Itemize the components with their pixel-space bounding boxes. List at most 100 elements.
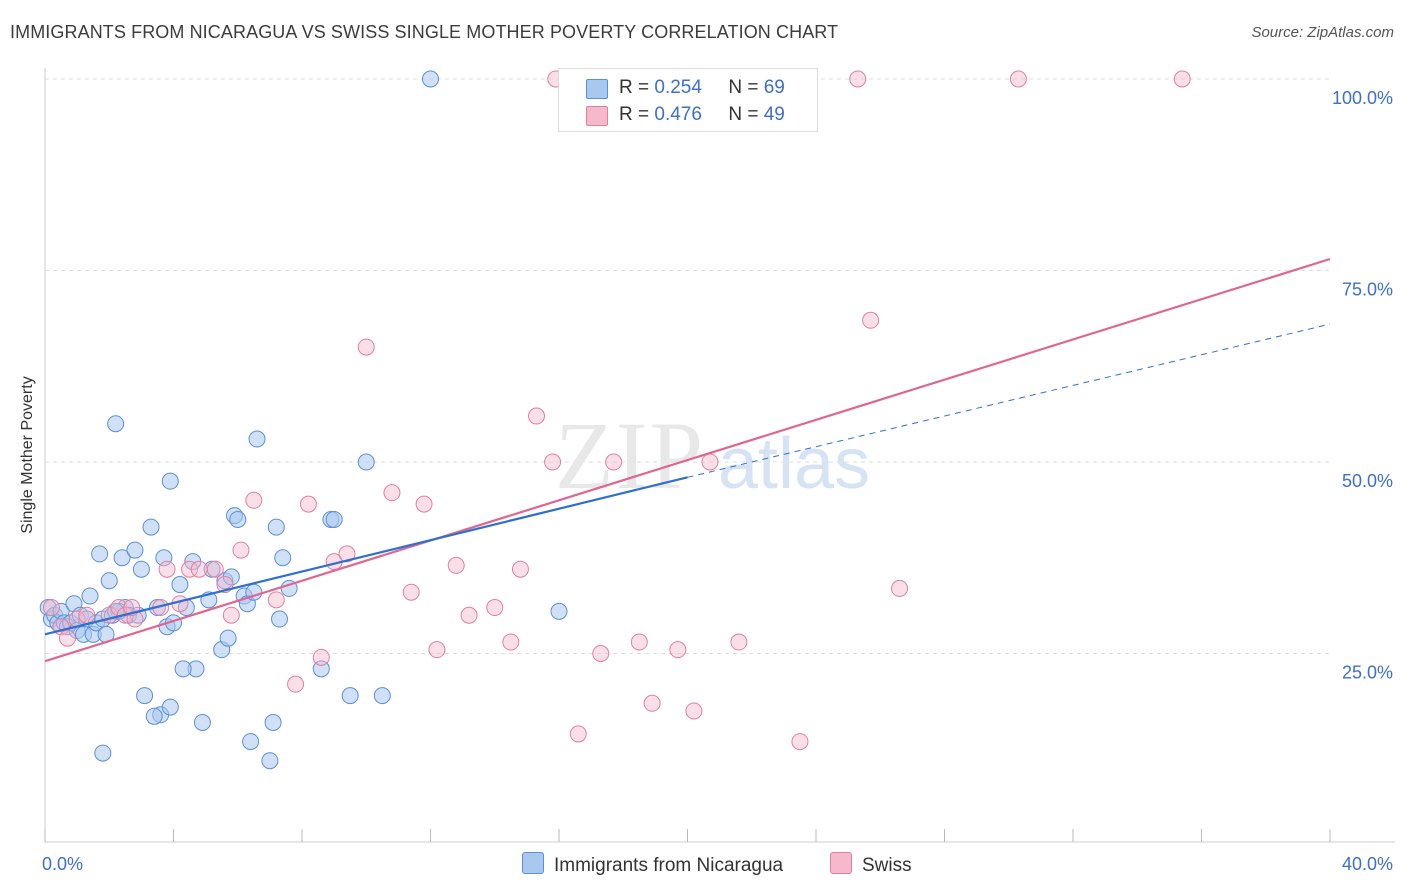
y-tick-label: 25.0% xyxy=(1342,663,1393,683)
data-point-nicaragua xyxy=(267,518,285,536)
legend-n-label: N = xyxy=(728,77,759,98)
legend-swatch-swiss xyxy=(586,106,608,126)
data-point-nicaragua xyxy=(373,687,391,705)
data-point-nicaragua xyxy=(422,70,439,88)
trendline-nicaragua xyxy=(44,476,688,636)
legend-r-value: 0.254 xyxy=(654,77,702,98)
data-point-nicaragua xyxy=(193,713,211,731)
bottom-legend-nicaragua: Immigrants from Nicaragua xyxy=(522,852,783,877)
data-point-swiss xyxy=(428,641,446,659)
trendline-nicaragua-extension xyxy=(687,323,1331,478)
data-point-nicaragua xyxy=(113,549,131,567)
data-point-nicaragua xyxy=(341,687,359,705)
series-nicaragua-points xyxy=(39,70,568,770)
tick-labels: 25.0% 50.0% 75.0% 100.0% 0.0% 40.0% xyxy=(42,88,1393,874)
data-point-nicaragua xyxy=(132,560,150,578)
data-point-swiss xyxy=(891,579,909,597)
data-point-swiss xyxy=(605,453,623,471)
legend-r-value: 0.476 xyxy=(654,104,702,125)
data-point-swiss xyxy=(222,606,240,624)
data-point-swiss xyxy=(383,484,401,502)
grid-lines xyxy=(45,78,1330,654)
data-point-swiss xyxy=(1009,70,1027,88)
data-point-swiss xyxy=(287,675,305,693)
data-point-nicaragua xyxy=(219,629,237,647)
y-tick-label: 50.0% xyxy=(1342,471,1393,491)
data-point-nicaragua xyxy=(174,660,192,678)
data-point-swiss xyxy=(502,633,520,651)
data-point-swiss xyxy=(528,407,546,425)
data-point-swiss xyxy=(299,495,317,513)
data-point-nicaragua xyxy=(100,572,118,590)
bottom-legend-swatch-swiss xyxy=(830,852,852,874)
data-point-nicaragua xyxy=(325,510,343,528)
data-point-swiss xyxy=(447,556,465,574)
y-tick-label: 100.0% xyxy=(1332,88,1393,108)
data-point-nicaragua xyxy=(107,415,125,433)
bottom-legend-label-nicaragua: Immigrants from Nicaragua xyxy=(554,855,784,876)
data-point-swiss xyxy=(643,694,661,712)
data-point-swiss xyxy=(486,599,504,617)
data-point-swiss xyxy=(569,725,587,743)
data-point-swiss xyxy=(42,599,60,617)
bottom-legend-swatch-nicaragua xyxy=(522,852,544,874)
data-point-swiss xyxy=(357,338,375,356)
data-point-nicaragua xyxy=(145,707,163,725)
data-point-swiss xyxy=(181,560,199,578)
data-point-nicaragua xyxy=(274,549,292,567)
data-point-nicaragua xyxy=(81,587,99,605)
data-point-nicaragua xyxy=(229,510,247,528)
data-point-nicaragua xyxy=(142,518,160,536)
data-point-swiss xyxy=(544,453,562,471)
data-point-swiss xyxy=(232,541,250,559)
series-swiss-points xyxy=(42,70,1191,751)
data-point-nicaragua xyxy=(94,744,112,762)
data-point-swiss xyxy=(701,453,719,471)
data-point-swiss xyxy=(685,702,703,720)
bottom-legend-label-swiss: Swiss xyxy=(862,855,912,876)
data-point-nicaragua xyxy=(161,472,179,490)
data-point-swiss xyxy=(669,641,687,659)
data-point-swiss xyxy=(190,560,208,578)
data-point-nicaragua xyxy=(264,713,282,731)
legend-swatch-nicaragua xyxy=(586,79,608,99)
axes xyxy=(44,68,1395,843)
data-point-swiss xyxy=(849,70,867,88)
y-tick-label: 75.0% xyxy=(1342,280,1393,300)
data-point-swiss xyxy=(511,560,529,578)
data-point-nicaragua xyxy=(248,430,266,448)
watermark-zip: ZIP xyxy=(555,402,705,509)
trendlines xyxy=(44,257,1331,663)
data-point-swiss xyxy=(862,311,880,329)
trendline-swiss xyxy=(44,257,1331,663)
data-point-swiss xyxy=(730,633,748,651)
data-point-nicaragua xyxy=(261,752,279,770)
data-point-swiss xyxy=(245,491,263,509)
data-point-swiss xyxy=(312,648,330,666)
x-tick-label: 0.0% xyxy=(42,854,83,874)
data-point-swiss xyxy=(158,560,176,578)
stats-legend: R = 0.254 N = 69 R = 0.476 N = 49 xyxy=(558,68,818,132)
data-point-swiss xyxy=(415,495,433,513)
chart-title: IMMIGRANTS FROM NICARAGUA VS SWISS SINGL… xyxy=(10,22,839,42)
data-point-swiss xyxy=(267,591,285,609)
legend-r-label: R = xyxy=(619,104,650,125)
data-point-swiss xyxy=(791,733,809,751)
data-point-swiss xyxy=(206,560,224,578)
source-label: Source: ZipAtlas.com xyxy=(1251,24,1394,41)
data-point-nicaragua xyxy=(91,545,109,563)
data-point-swiss xyxy=(402,583,420,601)
data-point-swiss xyxy=(630,633,648,651)
data-point-nicaragua xyxy=(242,733,260,751)
data-point-nicaragua xyxy=(271,610,289,628)
data-point-nicaragua xyxy=(161,698,179,716)
legend-n-value: 49 xyxy=(763,104,785,125)
x-tick-label: 40.0% xyxy=(1342,854,1393,874)
legend-n-value: 69 xyxy=(763,77,785,98)
data-point-nicaragua xyxy=(357,453,375,471)
data-point-swiss xyxy=(338,545,356,563)
bottom-legend-swiss: Swiss xyxy=(830,852,912,877)
data-point-swiss xyxy=(592,645,610,662)
data-point-swiss xyxy=(1173,70,1191,88)
